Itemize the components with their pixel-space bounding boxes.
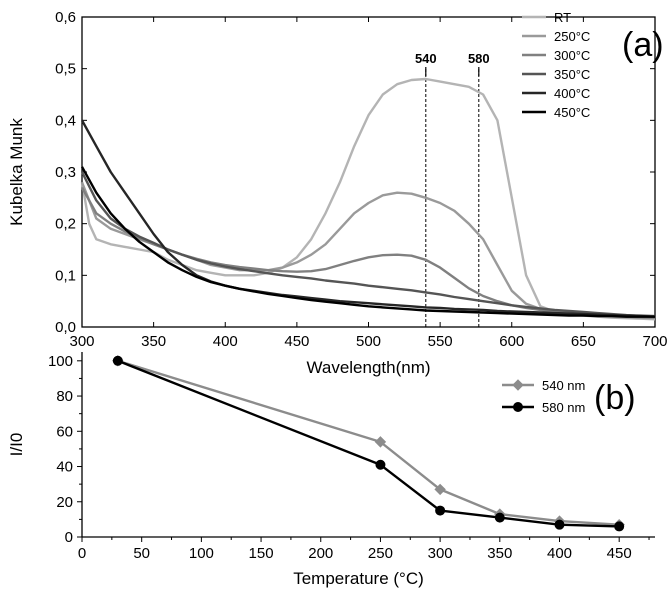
y-axis-label-a: Kubelka Munk	[7, 118, 26, 226]
data-point-b-1	[554, 519, 565, 530]
legend-label-a: RT	[554, 10, 571, 25]
y-tick-label-b: 40	[56, 459, 73, 476]
y-tick-label-b: 20	[56, 494, 73, 511]
x-tick-label-a: 550	[428, 333, 453, 350]
y-tick-label-a: 0,3	[55, 164, 76, 181]
y-tick-label-a: 0,5	[55, 61, 76, 78]
y-tick-label-a: 0,6	[55, 9, 76, 26]
x-axis-label-b: Temperature (°C)	[293, 569, 424, 588]
x-tick-label-a: 350	[141, 333, 166, 350]
legend-marker-b	[512, 379, 524, 391]
x-tick-label-a: 300	[69, 333, 94, 350]
legend-label-a: 350°C	[554, 67, 590, 82]
x-tick-label-b: 100	[189, 545, 214, 562]
y-tick-label-a: 0,0	[55, 319, 76, 336]
y-tick-label-b: 0	[65, 529, 73, 546]
series-line-a-3	[80, 171, 656, 318]
x-tick-label-a: 450	[284, 333, 309, 350]
x-tick-label-b: 450	[607, 545, 632, 562]
legend-label-a: 250°C	[554, 29, 590, 44]
data-point-b-1	[614, 521, 625, 532]
x-tick-label-b: 350	[487, 545, 512, 562]
annotation-label: 580	[468, 51, 490, 66]
data-point-b-1	[375, 459, 386, 470]
data-point-b-0	[374, 436, 387, 448]
data-point-b-1	[112, 355, 123, 366]
x-tick-label-b: 0	[78, 545, 86, 562]
y-tick-label-b: 60	[56, 423, 73, 440]
x-tick-label-a: 400	[213, 333, 238, 350]
series-line-a-4	[80, 119, 656, 318]
series-line-b-0	[117, 359, 620, 526]
x-tick-label-b: 200	[308, 545, 333, 562]
legend-label-a: 450°C	[554, 105, 590, 120]
plot-frame-a	[81, 16, 656, 328]
series-line-b-1	[117, 359, 620, 528]
x-tick-label-b: 50	[133, 545, 150, 562]
legend-label-b: 580 nm	[542, 400, 585, 415]
x-tick-label-b: 300	[428, 545, 453, 562]
x-tick-label-b: 400	[547, 545, 572, 562]
x-tick-label-a: 700	[642, 333, 667, 350]
legend-marker-b	[513, 402, 523, 412]
y-tick-label-a: 0,4	[55, 112, 76, 129]
x-tick-label-a: 650	[571, 333, 596, 350]
data-point-b-1	[435, 505, 446, 516]
y-tick-label-a: 0,1	[55, 267, 76, 284]
legend-label-a: 400°C	[554, 86, 590, 101]
series-line-a-5	[80, 166, 655, 318]
y-tick-label-b: 80	[56, 388, 73, 405]
legend-label-b: 540 nm	[542, 378, 585, 393]
x-axis-label-a: Wavelength(nm)	[306, 358, 430, 377]
panel-label-b: (b)	[594, 379, 636, 417]
x-tick-label-a: 500	[356, 333, 381, 350]
data-point-b-1	[494, 512, 505, 523]
x-tick-label-b: 250	[368, 545, 393, 562]
panel-label-a: (a)	[622, 26, 664, 64]
legend-label-a: 300°C	[554, 48, 590, 63]
x-tick-label-a: 600	[499, 333, 524, 350]
x-tick-label-b: 150	[249, 545, 274, 562]
data-point-b-0	[434, 483, 446, 496]
y-tick-label-a: 0,2	[55, 216, 76, 233]
y-axis-label-b: I/I0	[7, 433, 26, 457]
annotation-label: 540	[415, 51, 437, 66]
y-tick-label-b: 100	[48, 353, 73, 370]
